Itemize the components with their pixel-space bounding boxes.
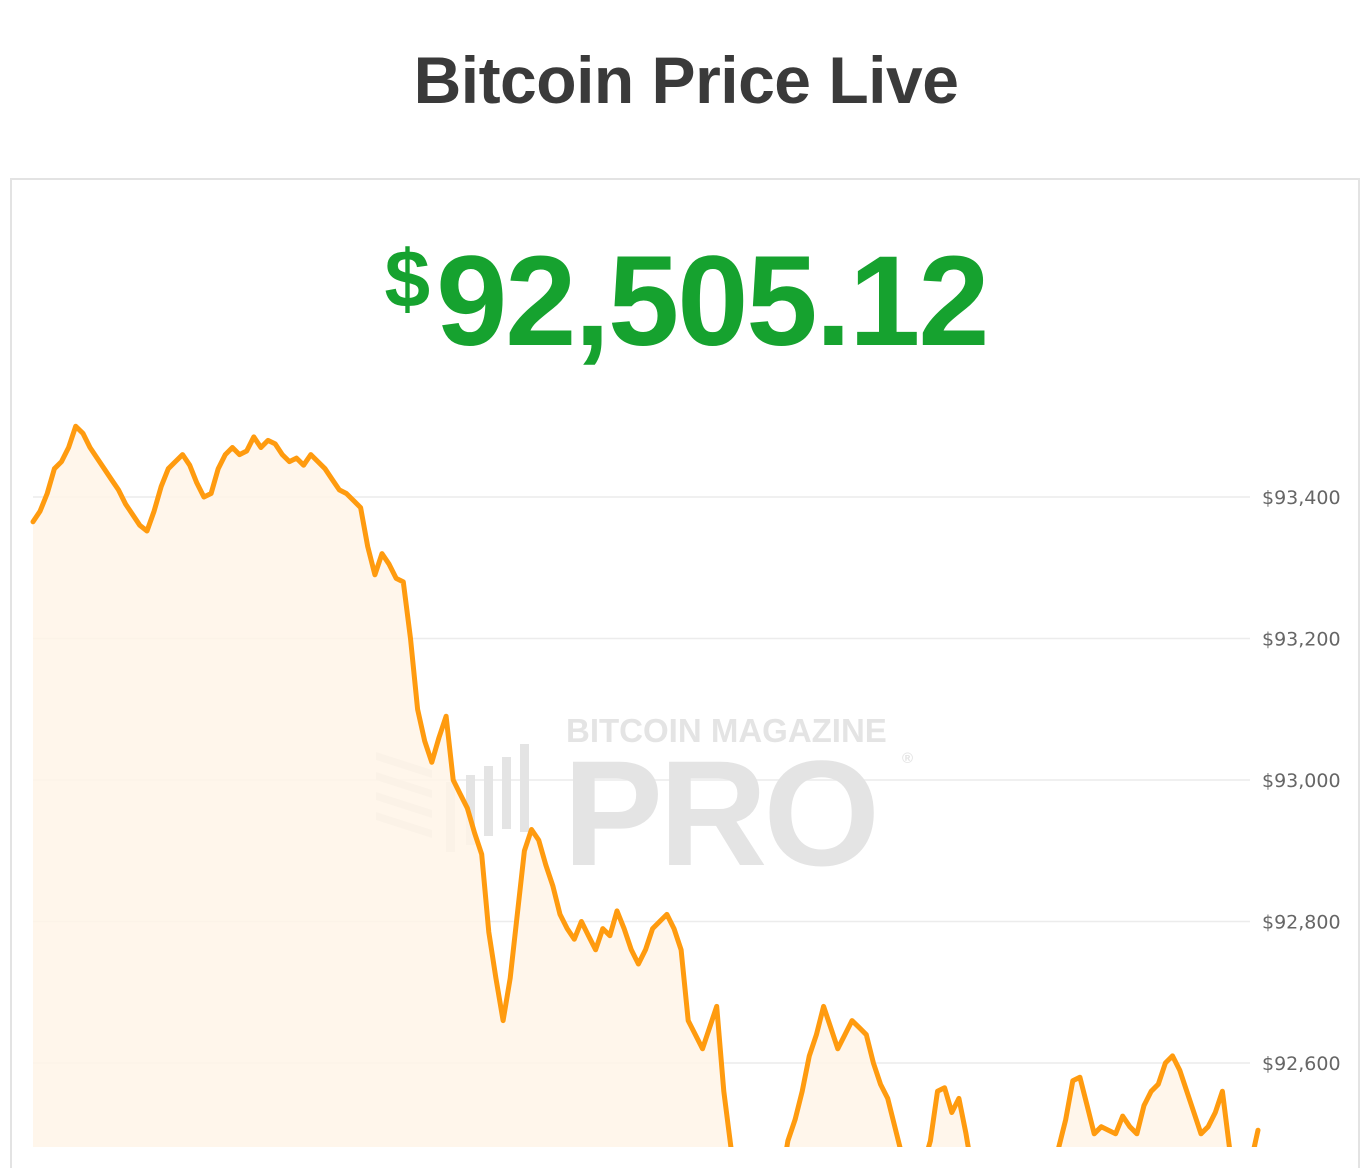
y-tick-label: $93,400 (1262, 487, 1341, 509)
current-price: $92,505.12 (0, 228, 1372, 375)
watermark-registered: ® (902, 750, 913, 767)
y-tick-label: $92,800 (1262, 912, 1341, 934)
y-tick-label: $93,200 (1262, 629, 1341, 651)
price-line (30, 423, 1261, 1147)
watermark-line1: BITCOIN MAGAZINE (566, 712, 887, 749)
y-tick-label: $92,600 (1262, 1053, 1341, 1075)
y-axis-tick-labels: $93,400 $93,200 $93,000 $92,800 $92,600 (1262, 487, 1341, 1075)
watermark-line2: PRO (563, 729, 876, 897)
price-area-fill (33, 426, 1258, 1147)
page-title: Bitcoin Price Live (413, 43, 959, 117)
y-tick-label: $93,000 (1262, 770, 1341, 792)
price-value: 92,505.12 (436, 230, 989, 373)
currency-symbol: $ (384, 234, 431, 325)
